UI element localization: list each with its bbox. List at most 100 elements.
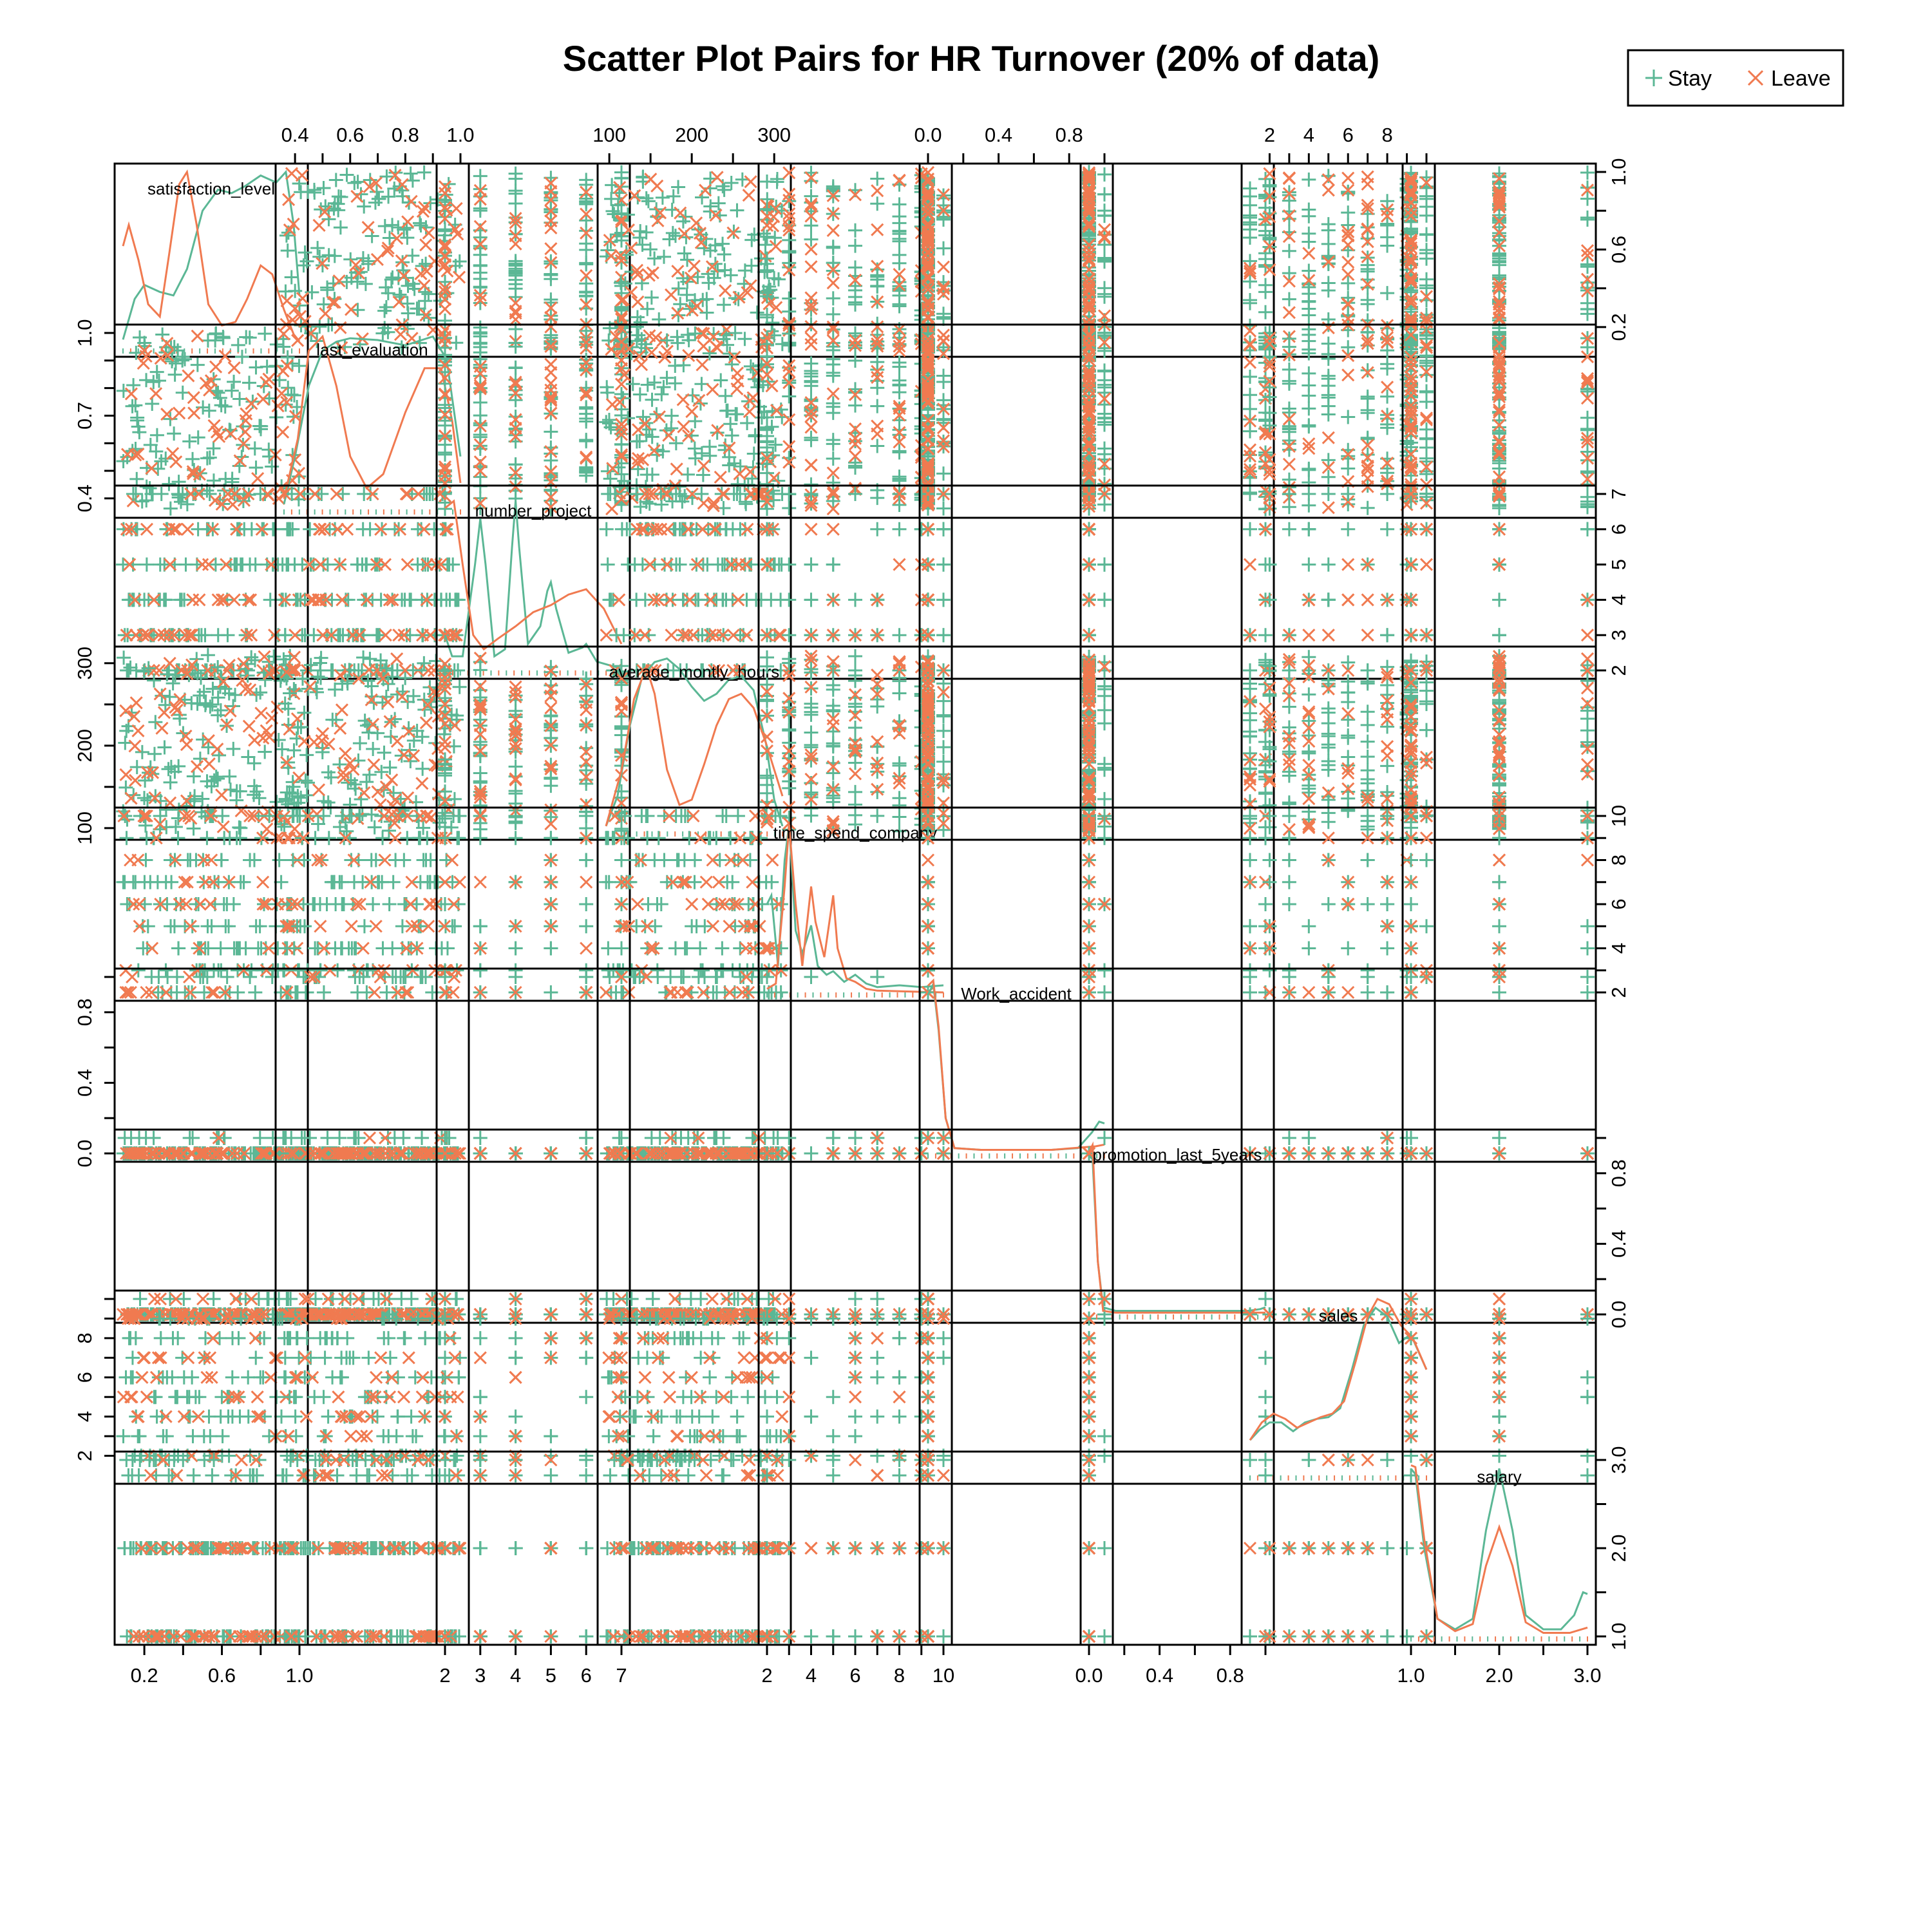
point-stay <box>579 257 594 272</box>
point-leave <box>162 522 176 536</box>
point-leave <box>336 593 349 607</box>
point-stay <box>1360 292 1375 307</box>
point-leave <box>1580 376 1595 390</box>
point-leave <box>1361 222 1374 236</box>
point-leave <box>419 308 433 322</box>
panel-frame <box>274 323 470 519</box>
point-stay <box>260 359 274 374</box>
point-stay <box>702 346 717 361</box>
point-leave <box>804 332 818 345</box>
point-leave <box>416 205 430 218</box>
point-leave <box>438 371 452 384</box>
point-leave <box>473 379 487 392</box>
point-stay <box>601 413 616 428</box>
point-leave <box>746 391 760 404</box>
point-stay <box>1360 500 1375 515</box>
point-leave <box>1302 442 1316 455</box>
point-stay <box>314 650 328 665</box>
point-stay <box>1492 592 1506 607</box>
point-stay <box>1321 236 1336 251</box>
point-leave <box>694 227 707 240</box>
point-leave <box>153 817 167 831</box>
point-leave <box>334 668 347 682</box>
point-leave <box>674 206 687 220</box>
point-stay <box>508 266 523 281</box>
point-leave <box>782 207 796 220</box>
point-stay <box>688 326 703 341</box>
density-line-stay <box>444 500 622 670</box>
point-stay <box>1380 343 1395 358</box>
point-stay <box>1302 378 1316 393</box>
point-stay <box>118 735 133 750</box>
point-stay <box>1419 278 1434 293</box>
point-leave <box>223 704 237 718</box>
point-leave <box>169 455 183 469</box>
point-stay <box>281 381 296 395</box>
point-stay <box>473 247 488 262</box>
point-stay <box>162 477 176 491</box>
point-stay <box>782 326 797 341</box>
point-leave <box>921 359 935 373</box>
point-stay <box>1097 415 1112 430</box>
point-leave <box>428 685 441 698</box>
point-leave <box>258 650 271 663</box>
point-leave <box>438 302 452 316</box>
point-stay <box>185 451 200 466</box>
point-stay <box>760 286 774 301</box>
panel-frame <box>596 484 792 680</box>
point-leave <box>662 428 676 442</box>
point-leave <box>1341 256 1355 269</box>
point-stay <box>438 228 452 243</box>
point-leave <box>1282 274 1296 288</box>
point-stay <box>265 459 279 474</box>
point-stay <box>208 557 223 572</box>
point-stay <box>310 241 325 256</box>
point-leave <box>140 522 154 536</box>
point-stay <box>609 227 624 242</box>
point-leave <box>1341 349 1355 363</box>
point-stay <box>1282 442 1296 457</box>
point-leave <box>287 650 301 664</box>
point-stay <box>579 412 594 426</box>
point-leave <box>732 290 746 304</box>
point-leave <box>681 522 696 536</box>
point-leave <box>312 218 326 232</box>
point-leave <box>119 704 133 717</box>
point-leave <box>366 487 379 501</box>
point-leave <box>277 327 290 341</box>
point-leave <box>401 215 415 229</box>
point-stay <box>158 802 173 817</box>
point-leave <box>1381 593 1394 607</box>
point-stay <box>699 305 714 320</box>
point-stay <box>261 442 276 457</box>
point-leave <box>770 404 784 417</box>
point-leave <box>374 522 388 536</box>
point-leave <box>769 240 782 253</box>
point-stay <box>403 166 418 181</box>
point-leave <box>704 593 717 607</box>
point-leave <box>1492 522 1506 536</box>
legend: Stay Leave <box>1627 49 1844 107</box>
point-stay <box>144 487 159 501</box>
point-leave <box>580 336 593 349</box>
point-leave <box>128 710 141 723</box>
point-leave <box>614 254 629 267</box>
point-stay <box>367 820 382 835</box>
point-leave <box>871 337 884 350</box>
point-leave <box>230 522 243 536</box>
point-leave <box>1321 255 1335 269</box>
point-stay <box>226 699 241 714</box>
point-stay <box>604 191 619 206</box>
point-leave <box>605 398 619 412</box>
point-stay <box>1580 258 1595 272</box>
point-stay <box>1492 251 1506 266</box>
point-stay <box>357 199 372 214</box>
point-stay <box>629 319 644 334</box>
point-leave <box>1282 209 1296 223</box>
point-stay <box>116 522 131 536</box>
point-leave <box>1404 478 1418 491</box>
point-stay <box>936 393 951 408</box>
point-leave <box>1082 216 1096 230</box>
point-leave <box>1258 522 1273 536</box>
point-leave <box>650 179 664 193</box>
